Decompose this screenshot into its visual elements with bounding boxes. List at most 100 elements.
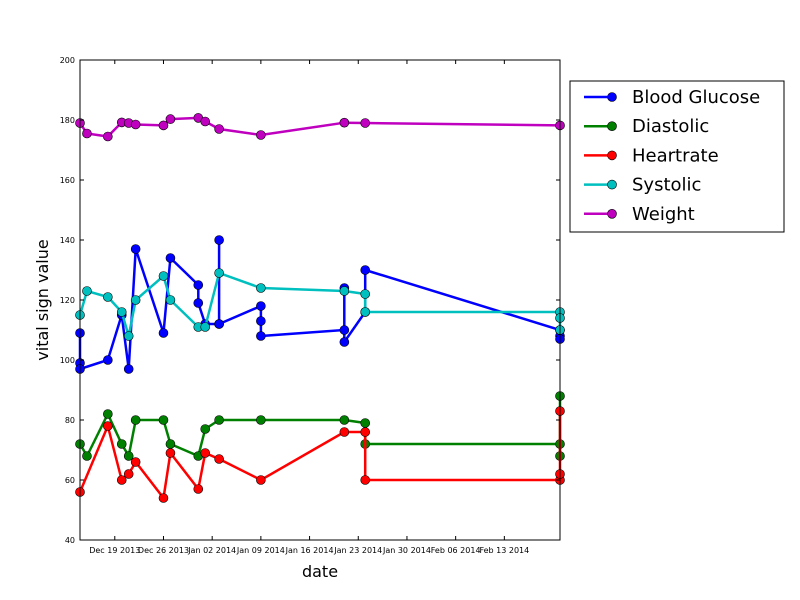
data-point-blood-glucose [193,298,204,308]
data-point-systolic [82,286,92,296]
data-point-weight [82,128,92,139]
data-point-weight [130,119,141,130]
series-heartrate [75,406,565,503]
x-tick-label: Jan 23 2014 [333,546,382,555]
series-layer [75,113,565,503]
data-point-weight [256,130,266,140]
data-point-systolic [116,307,127,317]
data-point-blood-glucose [214,235,224,245]
data-point-heartrate [200,448,211,458]
series-systolic [75,268,565,341]
y-tick-label: 140 [60,236,75,245]
data-point-blood-glucose [158,328,169,338]
data-point-blood-glucose [130,244,141,254]
data-point-blood-glucose [214,319,224,329]
y-tick-label: 160 [60,176,75,185]
data-point-blood-glucose [339,325,350,335]
data-point-blood-glucose [360,265,371,275]
x-tick-label: Jan 02 2014 [187,546,236,555]
data-point-weight [200,116,211,127]
data-point-heartrate [339,427,350,437]
data-point-systolic [360,307,371,317]
data-point-weight [103,131,113,142]
data-point-blood-glucose [165,253,176,263]
data-point-blood-glucose [256,301,266,311]
x-tick-label: Jan 16 2014 [285,546,334,555]
legend-item-weight: Weight [584,204,695,225]
y-axis-title: vital sign value [33,239,52,360]
data-point-systolic [214,268,224,278]
data-point-weight [360,118,371,128]
data-point-diastolic [82,451,92,461]
data-point-systolic [158,271,169,281]
y-tick-label: 80 [65,416,75,425]
data-point-heartrate [158,493,169,503]
data-point-diastolic [116,439,127,449]
legend: Blood Glucose Diastolic Heartrate Systolic W… [569,80,785,233]
data-point-blood-glucose [256,316,266,326]
data-point-blood-glucose [193,280,204,290]
legend-label: Diastolic [632,116,709,137]
data-point-blood-glucose [339,337,350,347]
series-line-heartrate [78,411,562,502]
data-point-weight [165,114,176,124]
data-point-diastolic [256,415,266,425]
legend-marker [607,121,617,131]
data-point-heartrate [360,475,371,485]
data-point-diastolic [123,451,134,461]
series-weight [75,113,565,142]
series-line-blood-glucose [78,240,562,371]
legend-marker [607,179,617,190]
series-line-systolic [78,271,562,337]
data-point-weight [339,117,350,128]
series-blood-glucose [75,235,565,374]
data-point-systolic [165,295,176,305]
legend-marker [607,150,617,161]
data-point-heartrate [256,475,266,485]
series-line-diastolic [78,396,562,460]
x-tick-label: Jan 30 2014 [382,546,431,555]
data-point-diastolic [360,418,371,428]
data-point-diastolic [103,409,113,419]
data-point-systolic [360,289,371,299]
data-point-systolic [123,331,134,341]
y-tick-label: 200 [60,56,75,65]
y-tick-label: 180 [60,116,75,125]
data-point-heartrate [123,469,134,479]
data-point-heartrate [130,457,141,467]
legend-label: Weight [632,204,695,225]
data-point-heartrate [103,421,113,431]
y-tick-label: 60 [65,476,75,485]
series-line-weight [78,116,561,138]
legend-label: Systolic [632,175,701,196]
data-point-diastolic [200,424,211,434]
legend-label: Blood Glucose [632,87,760,108]
x-tick-label: Feb 06 2014 [431,546,481,555]
data-point-blood-glucose [103,355,113,365]
data-point-diastolic [130,415,141,425]
x-tick-label: Dec 19 2013 [89,546,140,555]
data-point-systolic [200,322,211,332]
x-axis-title: date [302,562,338,581]
data-point-systolic [256,283,266,293]
y-tick-label: 100 [60,356,75,365]
y-tick-label: 40 [65,536,75,545]
data-point-heartrate [193,484,204,494]
data-point-weight [214,124,224,134]
x-tick-label: Dec 26 2013 [138,546,189,555]
data-point-heartrate [116,475,127,485]
data-point-systolic [103,292,113,302]
data-point-diastolic [339,415,350,425]
data-point-weight [158,120,169,131]
legend-item-heartrate: Heartrate [584,145,719,166]
x-tick-label: Jan 09 2014 [236,546,285,555]
legend-marker [607,92,617,102]
legend-item-diastolic: Diastolic [584,116,709,137]
data-point-blood-glucose [123,364,134,374]
y-tick-label: 120 [60,296,75,305]
data-point-heartrate [214,454,224,464]
data-point-heartrate [360,427,371,437]
data-point-diastolic [165,439,176,449]
